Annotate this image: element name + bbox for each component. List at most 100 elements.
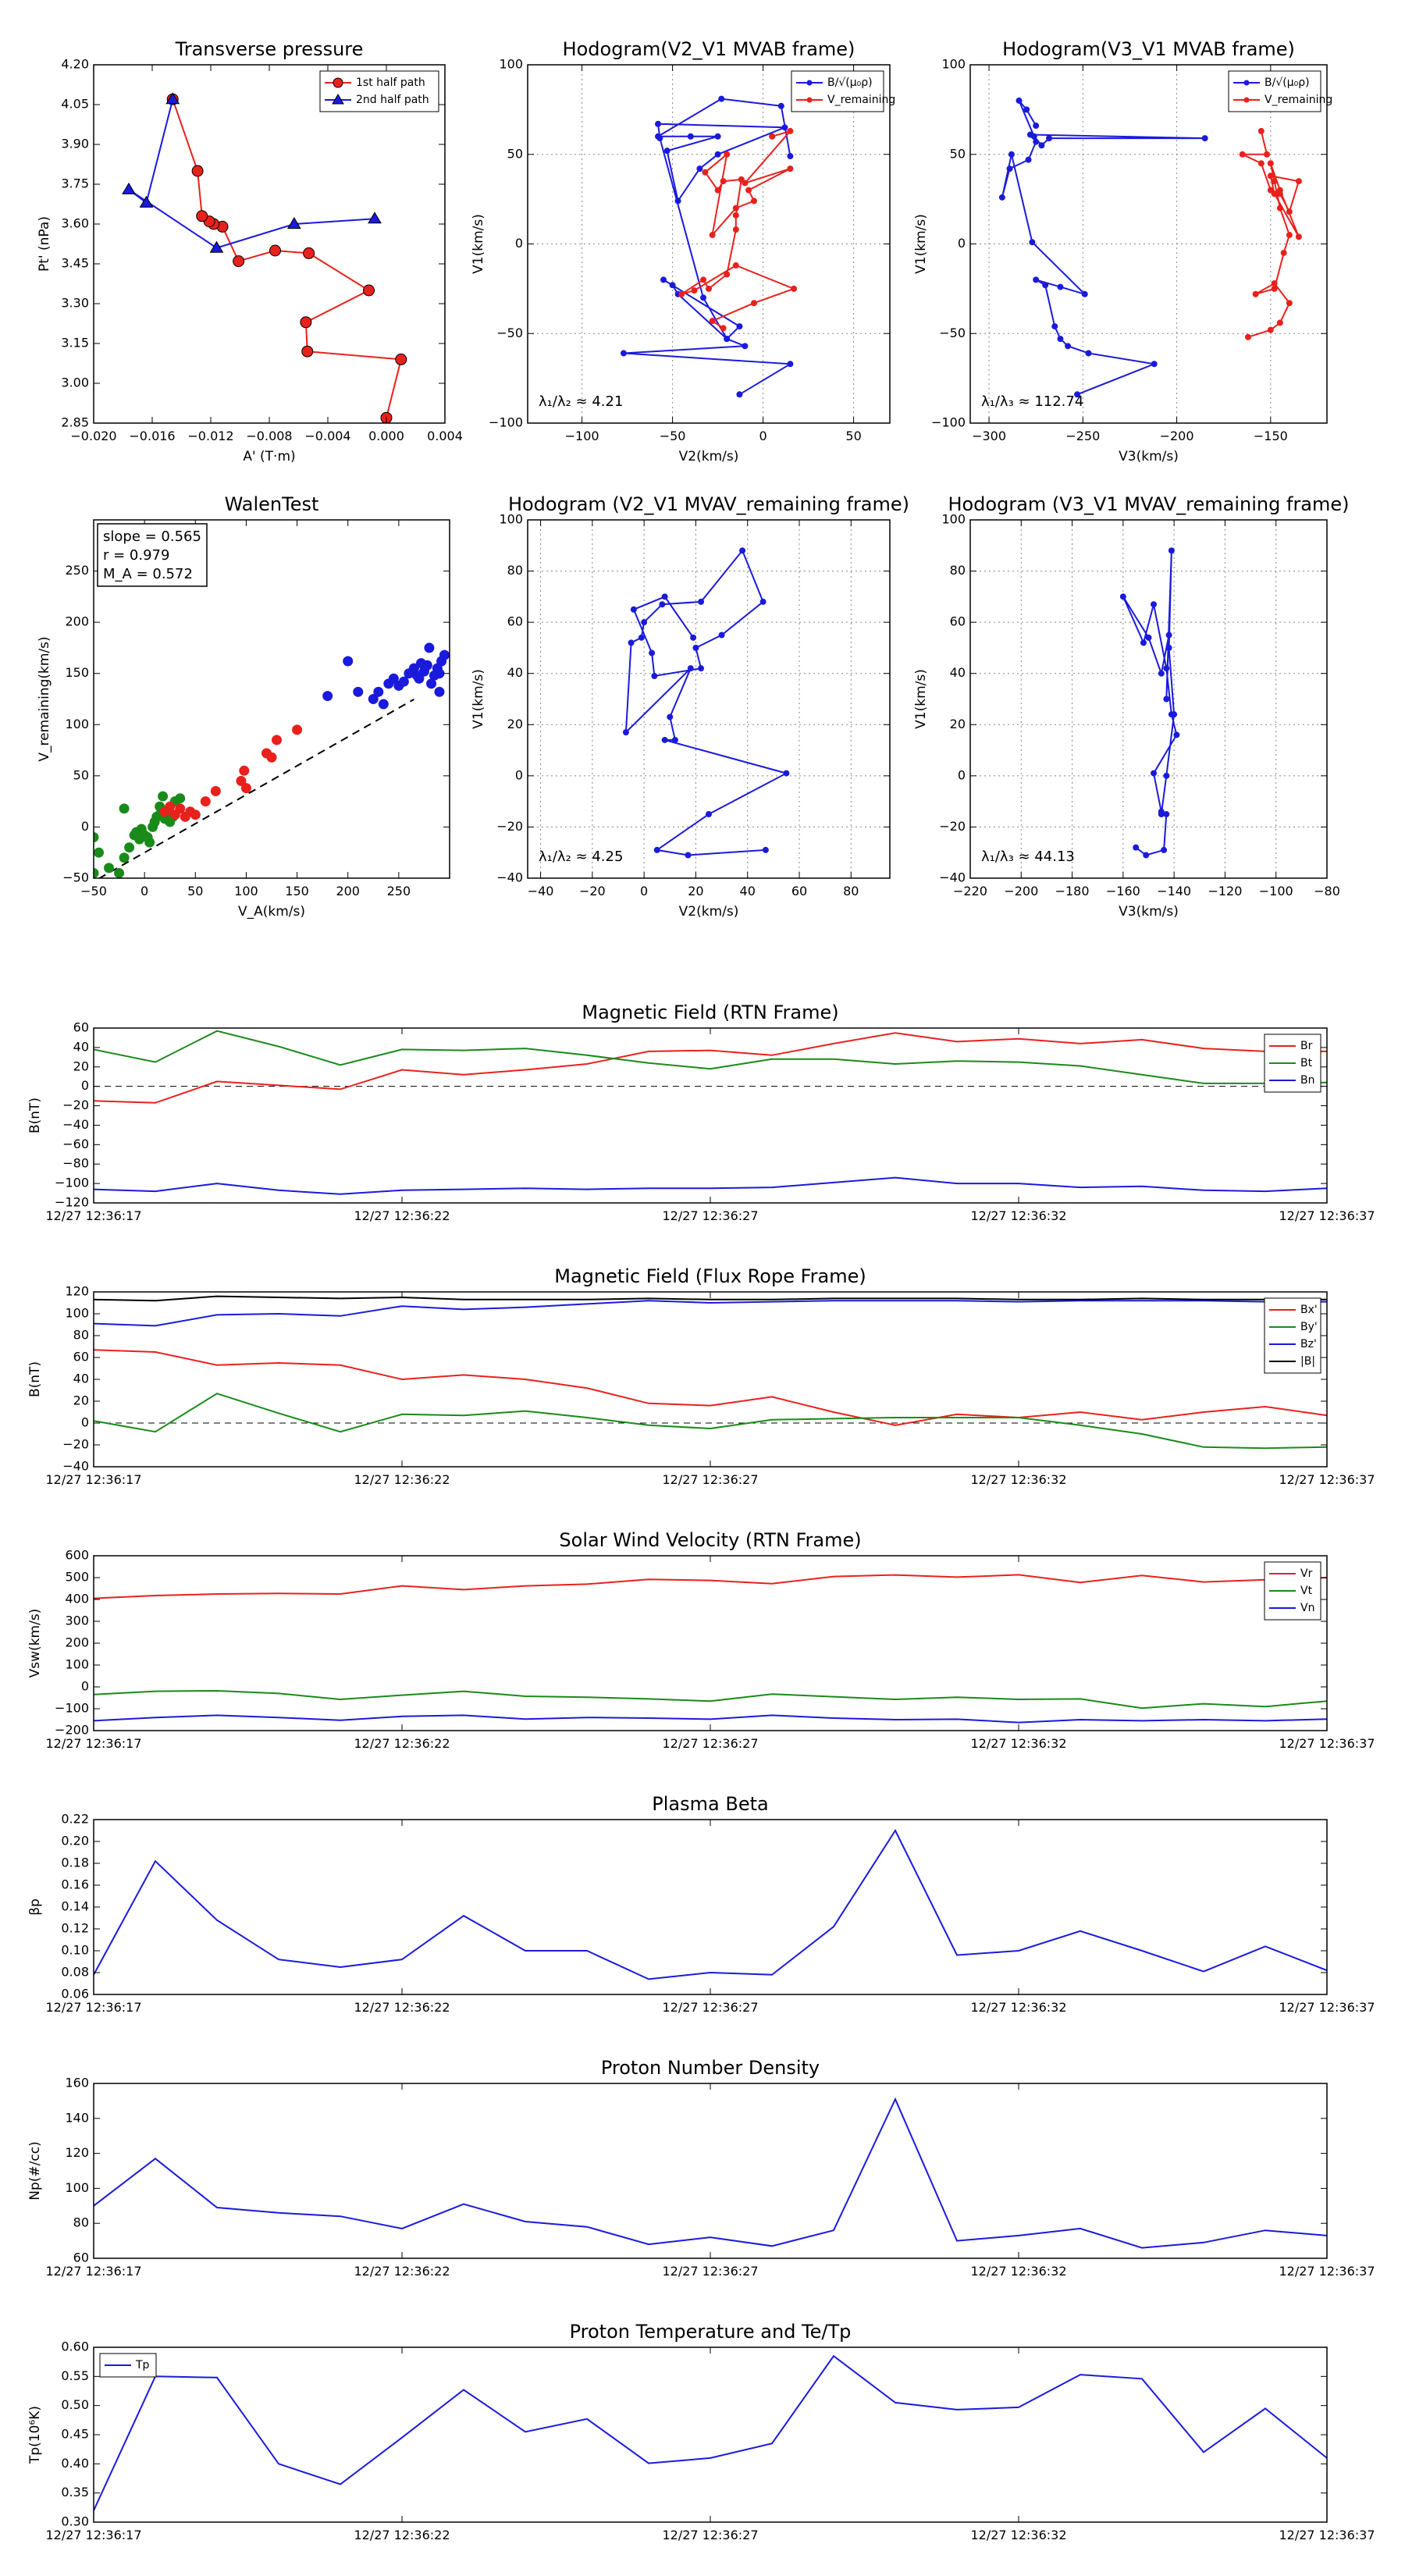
data-point <box>209 240 224 253</box>
data-point <box>1029 239 1036 246</box>
data-point <box>787 127 794 134</box>
data-point <box>720 178 727 185</box>
data-point <box>1008 151 1015 158</box>
legend-box <box>319 70 439 112</box>
chart-title: Hodogram (V3_V1 MVAV_remaining frame) <box>948 493 1349 515</box>
axes-frame <box>93 2083 1328 2259</box>
legend-label: V_remaining <box>1264 94 1332 106</box>
scatter-point <box>239 765 250 776</box>
data-point <box>191 165 204 177</box>
y-tick-label: 0.35 <box>61 2485 89 2500</box>
series-np-line <box>94 2097 1327 2249</box>
x-tick-label: 12/27 12:36:17 <box>45 2528 141 2542</box>
data-point <box>1074 391 1081 398</box>
y-tick-label: 0.20 <box>61 1834 89 1848</box>
x-tick-label: 0.000 <box>368 429 404 443</box>
slope-text: slope = 0.565 <box>103 528 201 545</box>
plot-area <box>622 547 790 859</box>
y-tick-label: 60 <box>950 614 966 629</box>
chart-title: Magnetic Field (Flux Rope Frame) <box>554 1265 866 1287</box>
scatter-point <box>434 668 445 679</box>
x-tick-label: 12/27 12:36:32 <box>970 2528 1066 2542</box>
data-point <box>638 634 645 641</box>
x-tick-label: 12/27 12:36:17 <box>45 1208 141 1223</box>
data-point <box>1158 670 1165 677</box>
y-tick-label: 4.05 <box>61 97 89 112</box>
data-point <box>1038 142 1045 149</box>
data-point <box>1271 285 1278 292</box>
data-point <box>738 176 745 183</box>
series-vt-line <box>94 1689 1327 1710</box>
y-tick-label: −20 <box>496 819 523 834</box>
y-tick-label: 0 <box>515 236 523 251</box>
y-tick-label: −20 <box>939 819 966 834</box>
scatter-point <box>236 775 247 786</box>
data-point <box>762 846 769 853</box>
data-point <box>732 205 739 212</box>
x-tick-label: −250 <box>1065 429 1100 443</box>
x-tick-label: 12/27 12:36:37 <box>1279 2000 1375 2015</box>
y-tick-label: 60 <box>73 2250 89 2265</box>
y-tick-label: 0.50 <box>61 2397 89 2412</box>
scatter-point <box>114 867 125 878</box>
chart-plasma-beta: Plasma Beta 0.06 0.08 0.10 0.12 0.14 0.16 0.18 0… <box>27 1793 1375 2015</box>
scatter-point <box>368 694 379 704</box>
y-tick-label: −100 <box>55 1701 89 1716</box>
data-point <box>698 598 705 605</box>
chart-hodogram-v3v1-mvav: Hodogram (V3_V1 MVAV_remaining frame) −40… <box>913 493 1350 920</box>
data-point <box>1165 632 1172 639</box>
data-point <box>659 601 666 608</box>
x-tick-label: −0.008 <box>246 429 292 443</box>
scatter-point <box>124 842 135 853</box>
scatter-point <box>424 642 435 653</box>
legend-marker <box>1243 97 1250 103</box>
data-point <box>1239 151 1246 158</box>
data-point <box>787 361 794 368</box>
y-tick-label: 3.30 <box>61 296 89 311</box>
data-point <box>655 120 662 127</box>
y-tick-label: −40 <box>62 1117 89 1132</box>
x-tick-label: −0.012 <box>187 429 233 443</box>
scatter-point <box>165 801 176 812</box>
series-beta-line <box>94 1828 1327 1980</box>
y-tick-label: −100 <box>931 415 966 430</box>
scatter-point <box>439 649 450 660</box>
scatter-point <box>119 852 130 863</box>
y-tick-label: 0.18 <box>61 1856 89 1870</box>
y-tick-label: −50 <box>496 326 523 340</box>
y-tick-label: 20 <box>73 1059 89 1073</box>
x-tick-label: −200 <box>1004 884 1038 898</box>
y-tick-label: 3.15 <box>61 336 89 350</box>
y-axis-label: V1(km/s) <box>913 669 929 729</box>
y-tick-label: 60 <box>73 1020 89 1035</box>
x-tick-label: 0 <box>759 429 767 443</box>
data-point <box>718 632 725 639</box>
data-point <box>736 391 743 398</box>
chart-walen-test: WalenTest −50 0 50 100 150 200 250 −50 0 50 100 150 2… <box>37 493 450 920</box>
scatter-point <box>272 735 283 745</box>
data-point <box>706 811 712 818</box>
axes-frame <box>93 64 446 424</box>
x-tick-label: 0.004 <box>427 429 463 443</box>
y-tick-label: 80 <box>73 1328 89 1343</box>
x-tick-label: −0.004 <box>304 429 350 443</box>
x-tick-label: −200 <box>1160 429 1194 443</box>
x-tick-label: 12/27 12:36:37 <box>1279 2264 1375 2279</box>
scatter-point <box>266 752 277 763</box>
eigenvalue-ratio-label: λ₁/λ₃ ≈ 112.74 <box>981 393 1083 410</box>
x-axis-label: A' (T·m) <box>243 449 295 464</box>
scatter-point <box>353 686 364 697</box>
data-point <box>739 547 746 554</box>
y-tick-label: 40 <box>950 665 966 680</box>
data-point <box>1271 178 1278 185</box>
scatter-point <box>343 656 354 667</box>
data-point <box>620 350 627 357</box>
data-point <box>724 271 731 278</box>
scatter-point <box>158 791 169 802</box>
y-axis-label: Tp(10⁶K) <box>27 2406 43 2464</box>
series-v-remaining-line <box>1242 130 1300 338</box>
y-tick-label: 40 <box>507 665 523 680</box>
y-tick-label: 80 <box>73 2215 89 2230</box>
data-point <box>233 255 245 268</box>
